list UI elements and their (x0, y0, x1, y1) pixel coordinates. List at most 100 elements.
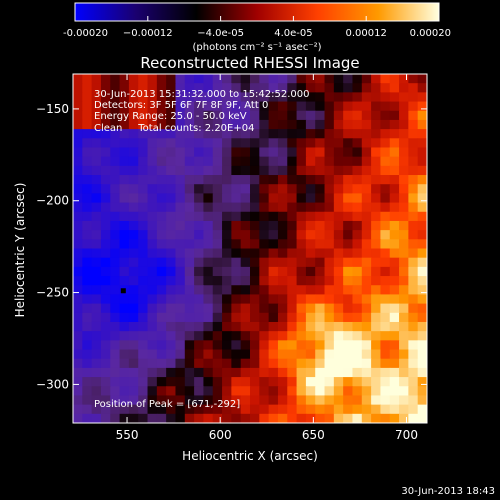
heatmap-cell (399, 175, 409, 185)
heatmap-cell (268, 74, 279, 84)
heatmap-cell (352, 83, 363, 93)
heatmap-cell (138, 276, 149, 286)
heatmap-cell (203, 83, 214, 93)
heatmap-cell (166, 413, 177, 423)
heatmap-cell (147, 193, 158, 204)
heatmap-cell (128, 386, 139, 397)
heatmap-cell (73, 340, 83, 351)
heatmap-cell (184, 331, 195, 341)
heatmap-cell (380, 129, 391, 139)
heatmap-cell (250, 321, 260, 332)
heatmap-cell (371, 138, 382, 149)
footer-timestamp: 30-Jun-2013 18:43 (401, 486, 495, 497)
heatmap-cell (333, 331, 344, 341)
heatmap-cell (110, 312, 121, 323)
heatmap-cell (175, 220, 186, 231)
heatmap-cell (203, 294, 214, 305)
heatmap-cell (296, 312, 307, 323)
heatmap-cell (128, 248, 139, 259)
heatmap-cell (110, 367, 121, 378)
heatmap-cell (408, 165, 419, 176)
heatmap-cell (231, 220, 242, 231)
heatmap-cell (389, 165, 400, 176)
heatmap-cell (166, 294, 177, 305)
heatmap-cell (73, 312, 83, 323)
heatmap-cell (184, 74, 195, 84)
heatmap-cell (240, 413, 251, 423)
heatmap-cell (371, 119, 382, 130)
heatmap-cell (100, 138, 111, 149)
heatmap-cell (119, 358, 130, 369)
heatmap-cell (138, 83, 149, 93)
heatmap-cell (399, 257, 409, 268)
heatmap-cell (73, 184, 83, 194)
heatmap-cell (371, 413, 382, 423)
heatmap-cell (305, 165, 316, 176)
heatmap-cell (315, 358, 326, 369)
heatmap-cell (343, 92, 354, 103)
heatmap-cell (417, 165, 427, 176)
heatmap-cell (250, 211, 260, 222)
heatmap-cell (399, 239, 409, 250)
heatmap-cell (417, 92, 427, 103)
heatmap-cell (194, 101, 205, 112)
heatmap-cell (305, 138, 316, 149)
heatmap-cell (371, 92, 382, 103)
heatmap-cell (259, 321, 270, 332)
heatmap-cell (250, 312, 260, 323)
heatmap-cell (203, 165, 214, 176)
heatmap-cell (203, 92, 214, 103)
heatmap-cell (324, 395, 335, 406)
heatmap-cell (250, 165, 260, 176)
heatmap-cell (194, 202, 205, 213)
heatmap-cell (371, 331, 382, 341)
heatmap-cell (73, 404, 83, 415)
heatmap-cell (352, 92, 363, 103)
heatmap-cell (110, 110, 121, 121)
heatmap-cell (222, 404, 232, 415)
heatmap-cell (399, 193, 409, 204)
heatmap-cell (343, 413, 354, 423)
heatmap-cell (82, 294, 93, 305)
heatmap-cell (324, 147, 335, 158)
heatmap-cell (166, 321, 177, 332)
heatmap-cell (138, 211, 149, 222)
heatmap-cell (82, 165, 93, 176)
heatmap-cell (259, 248, 270, 259)
heatmap-cell (408, 276, 419, 286)
heatmap-cell (128, 74, 139, 84)
heatmap-cell (305, 119, 316, 130)
heatmap-cell (287, 358, 298, 369)
heatmap-cell (380, 220, 391, 231)
heatmap-cell (222, 110, 232, 121)
heatmap-cell (287, 220, 298, 231)
heatmap-cell (343, 119, 354, 130)
heatmap-cell (371, 184, 382, 194)
heatmap-cell (259, 165, 270, 176)
heatmap-cell (259, 294, 270, 305)
heatmap-cell (175, 358, 186, 369)
heatmap-cell (389, 175, 400, 185)
heatmap-cell (324, 184, 335, 194)
heatmap-cell (194, 147, 205, 158)
heatmap-cell (389, 129, 400, 139)
heatmap-cell (296, 331, 307, 341)
heatmap-cell (240, 74, 251, 84)
heatmap-cell (389, 331, 400, 341)
heatmap-cell (110, 285, 121, 296)
heatmap-cell (91, 395, 102, 406)
heatmap-cell (296, 184, 307, 194)
heatmap-cell (203, 404, 214, 415)
heatmap-cell (203, 276, 214, 286)
heatmap-cell (389, 83, 400, 93)
heatmap-cell (194, 211, 205, 222)
heatmap-cell (156, 413, 167, 423)
heatmap-cell (389, 386, 400, 397)
heatmap-cell (184, 367, 195, 378)
heatmap-cell (371, 257, 382, 268)
heatmap-cell (194, 358, 205, 369)
heatmap-cell (91, 202, 102, 213)
heatmap-cell (361, 248, 372, 259)
heatmap-cell (166, 340, 177, 351)
heatmap-cell (408, 156, 419, 167)
